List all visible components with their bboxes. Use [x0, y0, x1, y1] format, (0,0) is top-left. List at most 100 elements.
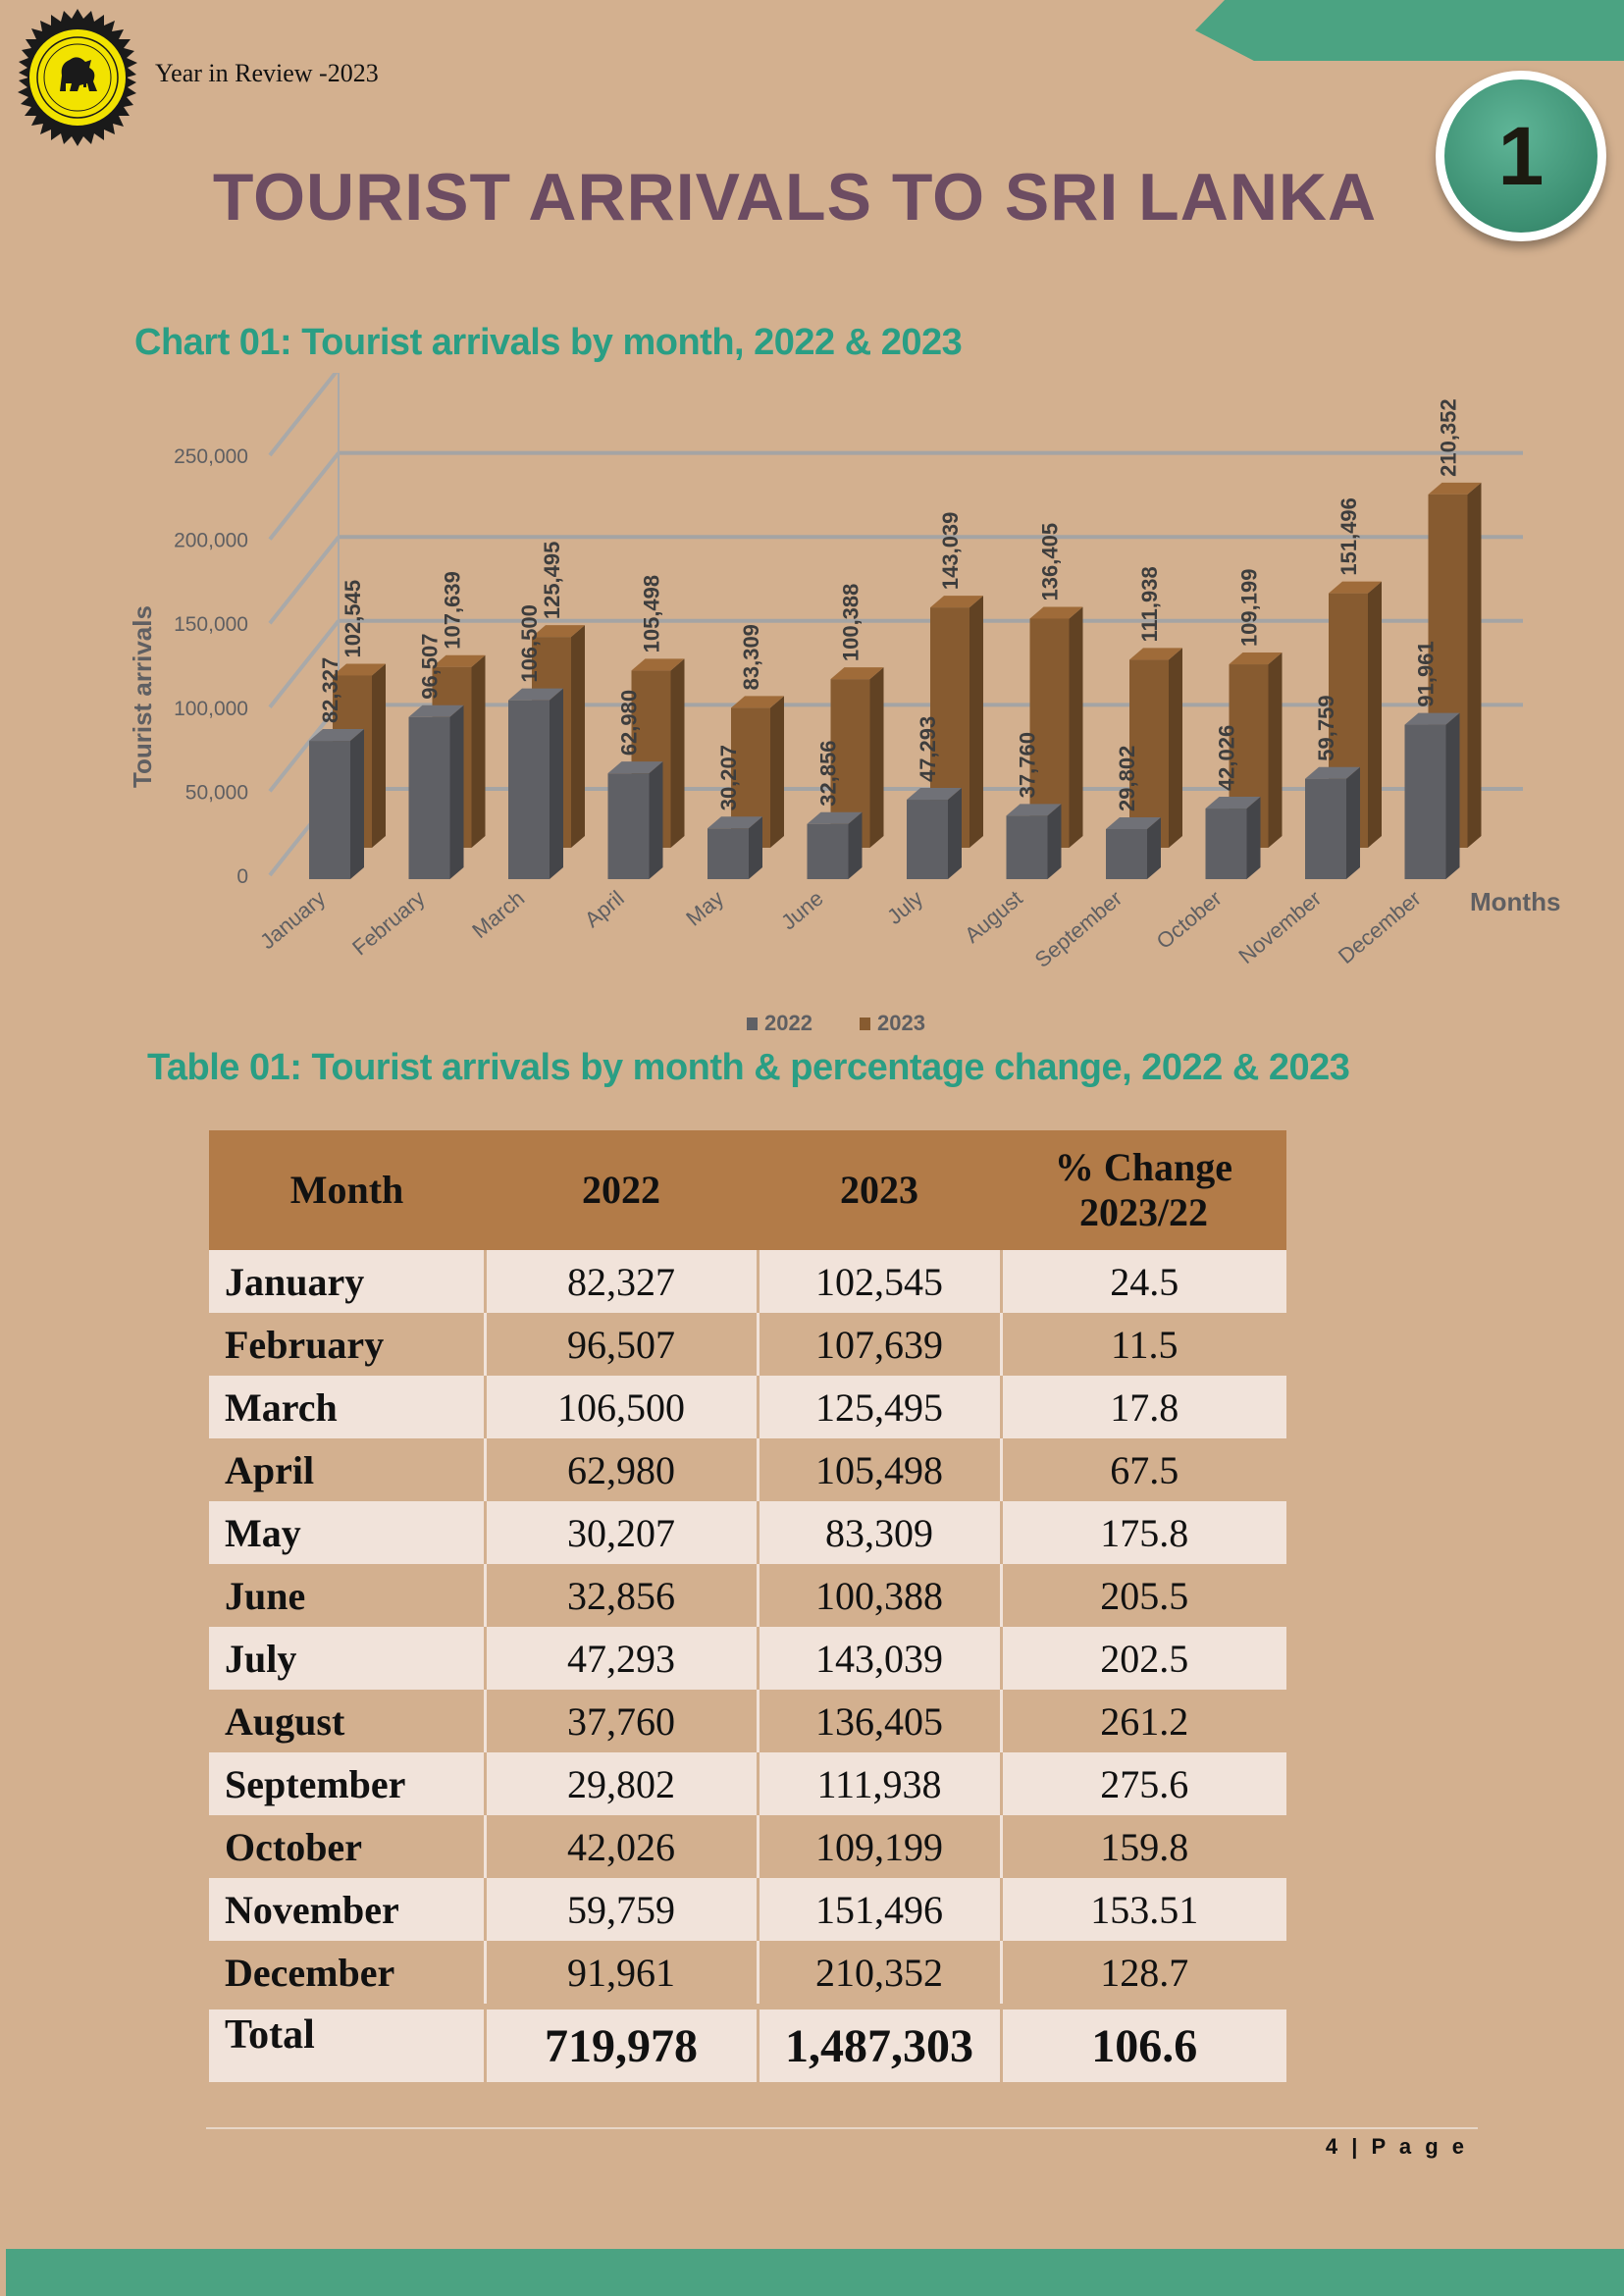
table-month-cell: August — [209, 1690, 487, 1752]
table-value-cell: 107,639 — [758, 1313, 1003, 1376]
bar-2022 — [408, 704, 464, 879]
bar-2022 — [1305, 766, 1360, 879]
x-tick-label: August — [960, 886, 1027, 948]
x-tick-label: April — [580, 886, 629, 932]
y-tick-label: 150,000 — [174, 613, 248, 636]
bar-2022-top — [508, 688, 563, 701]
bar-2023-side — [1268, 652, 1283, 848]
table-month-cell: May — [209, 1501, 487, 1564]
bar-2022-front — [408, 716, 450, 879]
bar-2023-side — [770, 696, 784, 848]
data-label-2023: 83,309 — [739, 624, 763, 690]
y-tick-label: 200,000 — [174, 530, 248, 552]
x-tick-label: May — [681, 886, 728, 931]
bar-2022 — [707, 816, 762, 879]
bar-2022 — [309, 729, 364, 879]
table-total-row: Total 719,978 1,487,303 106.6 — [209, 2004, 1286, 2082]
data-label-2022: 96,507 — [418, 633, 443, 699]
bar-2022-front — [309, 741, 350, 879]
chart-legend: 2022 2023 — [747, 1011, 925, 1035]
bar-2022-front — [907, 800, 948, 879]
data-label-2022: 62,980 — [617, 690, 642, 756]
table-value-cell: 42,026 — [485, 1815, 760, 1878]
x-tick-label: March — [467, 886, 529, 943]
y-tick-label: 0 — [236, 865, 248, 888]
bar-2023 — [1129, 648, 1182, 848]
table-total-value: 1,487,303 — [758, 2004, 1003, 2082]
bar-2022 — [1106, 816, 1161, 879]
legend-swatch-2023 — [860, 1018, 870, 1030]
bottom-decor-band — [6, 2249, 1624, 2296]
table-header-row: Month 2022 2023 % Change 2023/22 — [209, 1130, 1286, 1250]
legend-swatch-2022 — [747, 1018, 758, 1030]
table-total-value: 106.6 — [1001, 2004, 1286, 2082]
table-row: November 59,759 151,496 153.51 — [209, 1878, 1286, 1941]
table-value-cell: 105,498 — [758, 1438, 1003, 1501]
bar-2022-front — [707, 828, 749, 879]
table-value-cell: 59,759 — [485, 1878, 760, 1941]
bar-2023-top — [930, 596, 983, 608]
table-value-cell: 210,352 — [758, 1941, 1003, 2007]
table-value-cell: 102,545 — [758, 1250, 1003, 1313]
chart-y-ticks: 0 50,000 100,000 150,000 200,000 250,000 — [174, 445, 248, 888]
header-text: Year in Review -2023 — [155, 59, 379, 87]
bar-2023-side — [1368, 581, 1382, 848]
bar-2022-top — [1106, 816, 1161, 829]
table-value-cell: 159.8 — [1001, 1815, 1286, 1878]
bar-2022-front — [1106, 828, 1147, 879]
gridline-side — [268, 451, 341, 541]
data-label-2022: 82,327 — [318, 657, 342, 723]
table-row: March 106,500 125,495 17.8 — [209, 1376, 1286, 1438]
bar-2023-side — [1169, 648, 1182, 848]
bar-2022-side — [449, 704, 464, 879]
table-value-cell: 82,327 — [485, 1250, 760, 1313]
table-month-cell: September — [209, 1752, 487, 1815]
table-value-cell: 91,961 — [485, 1941, 760, 2007]
page-number-badge: 1 — [1436, 71, 1606, 241]
table-value-cell: 67.5 — [1001, 1438, 1286, 1501]
data-label-2023: 100,388 — [839, 584, 864, 662]
bar-2022 — [1404, 712, 1460, 879]
bar-2022-side — [948, 788, 962, 879]
data-label-2023: 136,405 — [1038, 523, 1063, 601]
bar-2022-front — [1404, 724, 1446, 879]
chart-x-axis-label: Months — [1470, 887, 1560, 916]
legend-label-2022: 2022 — [764, 1011, 812, 1035]
data-label-2022: 30,207 — [716, 745, 741, 810]
table-value-cell: 17.8 — [1001, 1376, 1286, 1438]
table-value-cell: 96,507 — [485, 1313, 760, 1376]
bar-2022 — [607, 761, 663, 879]
bar-2022-top — [707, 816, 762, 829]
bar-2023-side — [1069, 606, 1083, 848]
bar-2023-side — [670, 658, 685, 848]
table-header-cell: % Change 2023/22 — [1001, 1130, 1286, 1250]
bar-2022-side — [749, 816, 762, 879]
table-header-cell: Month — [209, 1130, 485, 1250]
table-row: June 32,856 100,388 205.5 — [209, 1564, 1286, 1627]
bar-2022-top — [807, 811, 863, 824]
data-label-2023: 105,498 — [640, 575, 664, 653]
table-month-cell: April — [209, 1438, 487, 1501]
x-tick-label: February — [347, 886, 430, 961]
page-number-badge-label: 1 — [1444, 79, 1598, 233]
bar-2023-side — [969, 596, 983, 848]
table-month-cell: December — [209, 1941, 487, 2007]
y-tick-label: 100,000 — [174, 698, 248, 720]
bar-2023-top — [1428, 482, 1482, 495]
table-value-cell: 100,388 — [758, 1564, 1003, 1627]
table-value-cell: 62,980 — [485, 1438, 760, 1501]
gridline-side — [268, 704, 341, 793]
table-value-cell: 261.2 — [1001, 1690, 1286, 1752]
table-value-cell: 111,938 — [758, 1752, 1003, 1815]
bar-2022-front — [807, 823, 849, 879]
table-value-cell: 32,856 — [485, 1564, 760, 1627]
table-row: December 91,961 210,352 128.7 — [209, 1941, 1286, 2007]
bar-2023-top — [1029, 606, 1083, 619]
table-title: Table 01: Tourist arrivals by month & pe… — [147, 1047, 1350, 1088]
table-row: April 62,980 105,498 67.5 — [209, 1438, 1286, 1501]
bar-2022-side — [1246, 797, 1261, 879]
bar-2023-top — [1129, 648, 1182, 660]
table-row: July 47,293 143,039 202.5 — [209, 1627, 1286, 1690]
data-label-2022: 91,961 — [1414, 641, 1439, 706]
